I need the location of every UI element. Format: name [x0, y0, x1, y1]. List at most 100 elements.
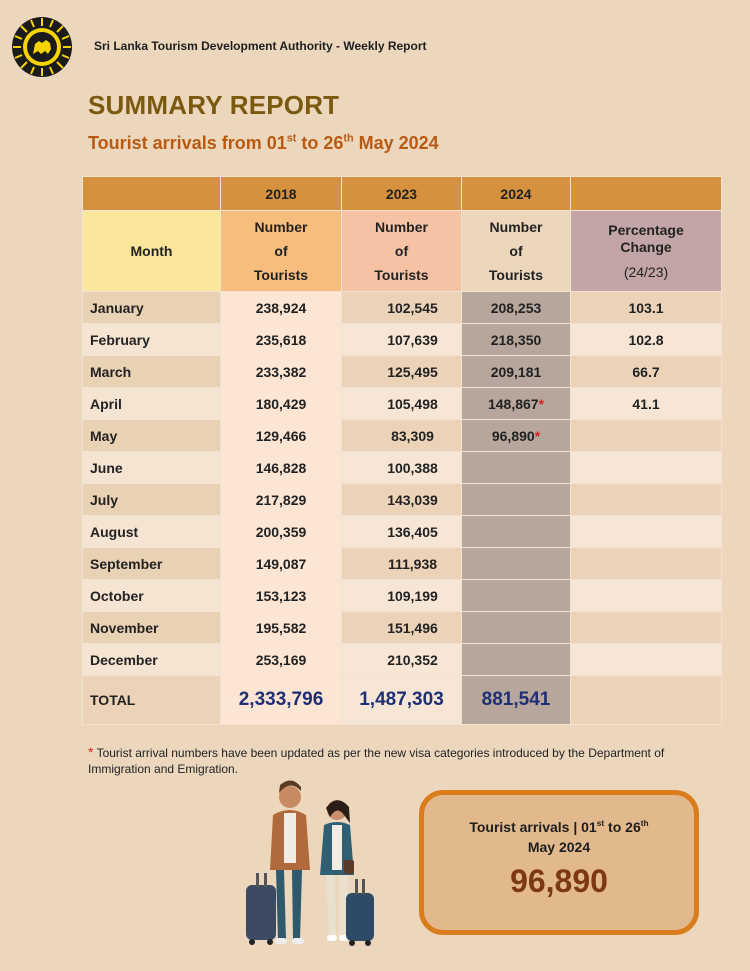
- pct-change-cell: [570, 451, 722, 484]
- value-2024-cell: 148,867*: [461, 387, 571, 420]
- pct-change-cell: 103.1: [570, 291, 722, 324]
- footnote-marker: *: [88, 744, 94, 760]
- total-pct-blank: [570, 675, 722, 725]
- table-row: May 129,466 83,309 96,890*: [82, 419, 722, 452]
- pct-change-cell: 66.7: [570, 355, 722, 388]
- card-value: 96,890: [510, 863, 608, 899]
- footnote-text: Tourist arrival numbers have been update…: [88, 746, 665, 776]
- table-row: March 233,382 125,495 209,181 66.7: [82, 355, 722, 388]
- value-2018-cell: 217,829: [220, 483, 342, 516]
- value-2023-cell: 102,545: [341, 291, 462, 324]
- month-rows: January 238,924 102,545 208,253 103.1 Februar…: [82, 291, 722, 676]
- table-row: February 235,618 107,639 218,350 102.8: [82, 323, 722, 356]
- column-header-row: Month Number of Tourists Number of Tourists …: [82, 210, 722, 292]
- month-column-header: Month: [82, 210, 221, 292]
- pct-change-cell: [570, 579, 722, 612]
- value-2024-cell: [461, 547, 571, 580]
- month-cell: April: [82, 387, 221, 420]
- month-cell: December: [82, 643, 221, 676]
- tourists-2018-header: Number of Tourists: [220, 210, 342, 292]
- revised-marker: *: [538, 395, 545, 412]
- value-2023-cell: 210,352: [341, 643, 462, 676]
- footnote: * Tourist arrival numbers have been upda…: [88, 744, 708, 777]
- page-title: SUMMARY REPORT: [88, 90, 340, 120]
- pct-change-cell: 41.1: [570, 387, 722, 420]
- value-2024-cell: [461, 515, 571, 548]
- table-row: November 195,582 151,496: [82, 611, 722, 644]
- table-row: April 180,429 105,498 148,867* 41.1: [82, 387, 722, 420]
- value-2018-cell: 233,382: [220, 355, 342, 388]
- value-2023-cell: 107,639: [341, 323, 462, 356]
- month-cell: November: [82, 611, 221, 644]
- total-2018: 2,333,796: [220, 675, 342, 725]
- value-2018-cell: 200,359: [220, 515, 342, 548]
- organization-name: Sri Lanka Tourism Development Authority …: [94, 39, 427, 53]
- value-2024-cell: [461, 483, 571, 516]
- table-row: July 217,829 143,039: [82, 483, 722, 516]
- value-2023-cell: 83,309: [341, 419, 462, 452]
- table-row: August 200,359 136,405: [82, 515, 722, 548]
- value-2023-cell: 151,496: [341, 611, 462, 644]
- month-cell: May: [82, 419, 221, 452]
- year-header-row: 2018 2023 2024: [82, 176, 722, 211]
- pct-change-cell: [570, 483, 722, 516]
- total-2024: 881,541: [461, 675, 571, 725]
- pct-change-cell: [570, 611, 722, 644]
- table-row: January 238,924 102,545 208,253 103.1: [82, 291, 722, 324]
- value-2023-cell: 105,498: [341, 387, 462, 420]
- value-2023-cell: 111,938: [341, 547, 462, 580]
- month-cell: August: [82, 515, 221, 548]
- table-row: September 149,087 111,938: [82, 547, 722, 580]
- value-2024-cell: [461, 611, 571, 644]
- value-2023-cell: 100,388: [341, 451, 462, 484]
- highlight-card: Tourist arrivals | 01st to 26th May 2024 …: [419, 790, 699, 935]
- pct-change-cell: [570, 643, 722, 676]
- value-2018-cell: 253,169: [220, 643, 342, 676]
- total-2023: 1,487,303: [341, 675, 462, 725]
- value-2023-cell: 143,039: [341, 483, 462, 516]
- value-2024-cell: 218,350: [461, 323, 571, 356]
- month-cell: June: [82, 451, 221, 484]
- table-row: December 253,169 210,352: [82, 643, 722, 676]
- value-2024-cell: 96,890*: [461, 419, 571, 452]
- value-2024-cell: [461, 579, 571, 612]
- revised-marker: *: [534, 427, 541, 444]
- month-cell: January: [82, 291, 221, 324]
- month-cell: September: [82, 547, 221, 580]
- value-2024-cell: 209,181: [461, 355, 571, 388]
- month-cell: July: [82, 483, 221, 516]
- pct-change-cell: [570, 547, 722, 580]
- pct-change-cell: [570, 419, 722, 452]
- year-2024-header: 2024: [461, 176, 571, 211]
- percentage-change-header: Percentage Change (24/23): [570, 210, 722, 292]
- value-2023-cell: 136,405: [341, 515, 462, 548]
- value-2018-cell: 238,924: [220, 291, 342, 324]
- total-row: TOTAL 2,333,796 1,487,303 881,541: [82, 675, 722, 725]
- pct-change-cell: 102.8: [570, 323, 722, 356]
- year-2023-header: 2023: [341, 176, 462, 211]
- value-2023-cell: 109,199: [341, 579, 462, 612]
- value-2018-cell: 149,087: [220, 547, 342, 580]
- value-2024-cell: [461, 451, 571, 484]
- total-label: TOTAL: [82, 675, 221, 725]
- month-cell: February: [82, 323, 221, 356]
- month-cell: October: [82, 579, 221, 612]
- arrivals-table: 2018 2023 2024 Month Number of Tourists Nu…: [82, 176, 722, 725]
- tourists-2023-header: Number of Tourists: [341, 210, 462, 292]
- value-2018-cell: 146,828: [220, 451, 342, 484]
- value-2018-cell: 129,466: [220, 419, 342, 452]
- value-2018-cell: 180,429: [220, 387, 342, 420]
- sltda-lion-logo-icon: [12, 17, 72, 77]
- table-row: June 146,828 100,388: [82, 451, 722, 484]
- tourists-2024-header: Number of Tourists: [461, 210, 571, 292]
- card-label: Tourist arrivals | 01st to 26th May 2024: [469, 818, 649, 855]
- pct-change-cell: [570, 515, 722, 548]
- value-2018-cell: 153,123: [220, 579, 342, 612]
- value-2023-cell: 125,495: [341, 355, 462, 388]
- year-2018-header: 2018: [220, 176, 342, 211]
- value-2024-cell: 208,253: [461, 291, 571, 324]
- report-subtitle: Tourist arrivals from 01st to 26th May 2…: [88, 132, 439, 153]
- value-2024-cell: [461, 643, 571, 676]
- table-row: October 153,123 109,199: [82, 579, 722, 612]
- month-cell: March: [82, 355, 221, 388]
